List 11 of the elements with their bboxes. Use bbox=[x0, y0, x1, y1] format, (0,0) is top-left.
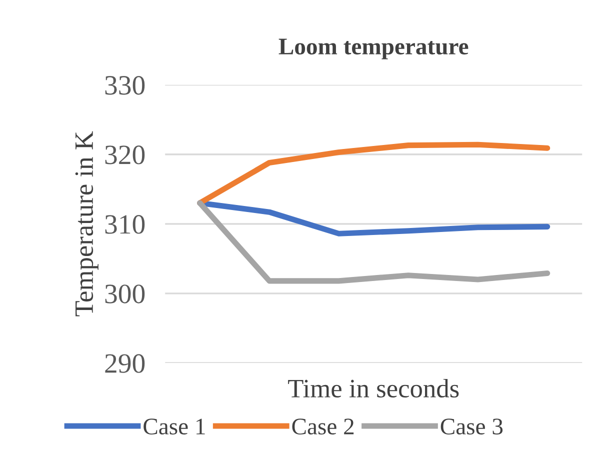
legend-label: Case 1 bbox=[144, 418, 205, 435]
y-axis-title: Temperature in K bbox=[75, 131, 98, 316]
y-tick-label: 310 bbox=[105, 215, 145, 234]
y-tick-label: 300 bbox=[105, 284, 145, 304]
x-axis-title: Time in seconds bbox=[288, 378, 459, 398]
legend-label: Case 2 bbox=[292, 418, 354, 435]
legend-label: Case 3 bbox=[440, 418, 503, 435]
y-tick-label: 330 bbox=[105, 76, 145, 95]
chart-title: Loom temperature bbox=[278, 38, 468, 60]
y-tick-label: 290 bbox=[105, 354, 145, 373]
y-tick-label: 320 bbox=[105, 146, 145, 164]
